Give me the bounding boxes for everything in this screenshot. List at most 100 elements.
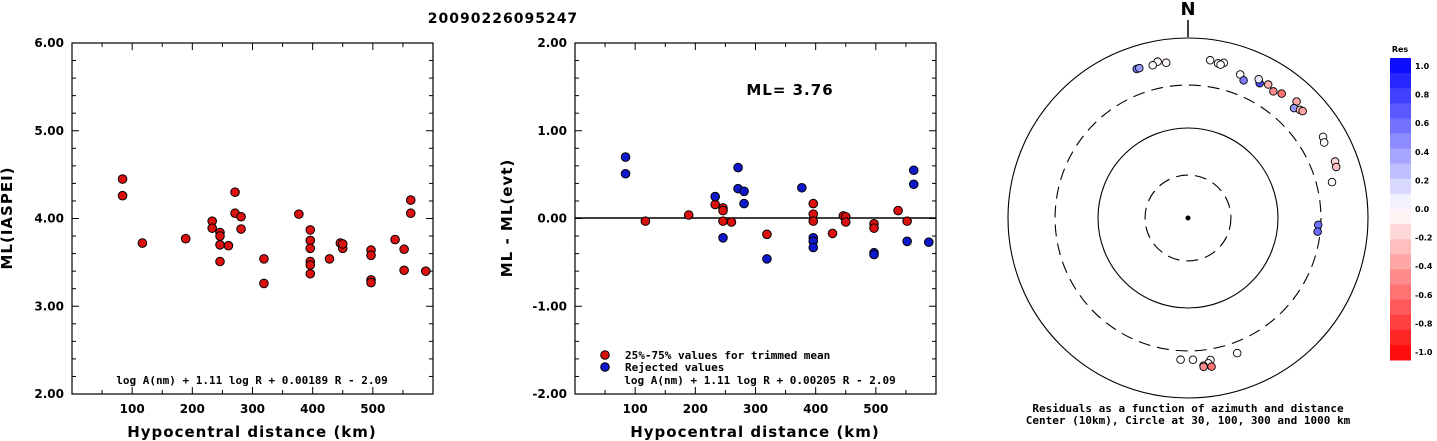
ring-300km <box>1054 84 1322 352</box>
data-point <box>710 191 720 202</box>
data-point <box>337 239 348 249</box>
colorbar-swatch <box>1390 224 1411 240</box>
data-point <box>137 238 148 248</box>
ml-distance-panel: 100 200 300 400 500 2.00 3.00 4.00 5.00 6.00 log… <box>0 36 434 441</box>
colorbar-title: Res <box>1392 45 1409 54</box>
y-tick-label: 2.00 <box>537 36 567 50</box>
y-axis-label: ML - ML(evt) <box>498 159 516 277</box>
data-point <box>305 260 316 270</box>
data-point <box>117 190 128 201</box>
data-point <box>207 223 217 233</box>
colorbar-swatch <box>1390 103 1411 119</box>
x-axis-label: Hypocentral distance (km) <box>127 423 377 441</box>
station-markers <box>1132 56 1341 372</box>
formula-label: log A(nm) + 1.11 log R + 0.00189 R - 2.0… <box>116 374 388 387</box>
station-marker <box>1277 89 1286 98</box>
station-marker <box>1327 177 1337 187</box>
data-point <box>223 240 234 251</box>
x-tick-label: 300 <box>743 402 768 416</box>
legend-label-rejected: Rejected values <box>625 361 724 374</box>
colorbar-tick-label: 0.4 <box>1415 148 1430 157</box>
data-point <box>808 198 819 209</box>
data-point <box>420 266 431 276</box>
data-point <box>683 210 694 220</box>
data-point <box>305 268 316 279</box>
y-tick-label: 6.00 <box>34 36 64 50</box>
colorbar-swatch <box>1390 193 1411 210</box>
data-point <box>908 165 919 176</box>
legend-marker-rejected <box>600 362 610 372</box>
colorbar-swatch <box>1390 344 1411 361</box>
colorbar-tick-label: -0.6 <box>1415 291 1433 300</box>
data-point <box>869 223 879 233</box>
figure-title: 20090226095247 <box>428 11 578 27</box>
data-point <box>305 235 316 246</box>
data-point <box>215 240 225 250</box>
x-tick-label: 400 <box>300 402 325 416</box>
data-point <box>762 254 772 264</box>
data-point <box>366 277 376 288</box>
colorbar-swatch <box>1390 209 1411 225</box>
y-ticks: 2.00 3.00 4.00 5.00 6.00 <box>34 36 433 401</box>
colorbar-swatch <box>1390 148 1411 165</box>
x-ticks: 100 200 300 400 500 <box>604 43 907 416</box>
data-point <box>366 250 376 261</box>
data-point <box>390 234 400 245</box>
colorbar-swatch <box>1390 163 1411 180</box>
colorbar-tick-label: 0.0 <box>1415 205 1430 214</box>
y-tick-label: 0.00 <box>537 212 567 226</box>
station-marker <box>1135 63 1144 73</box>
station-marker <box>1176 355 1185 364</box>
plot-frame <box>71 42 434 395</box>
data-points <box>620 152 934 264</box>
colorbar-tick-label: 0.8 <box>1415 91 1430 100</box>
data-point <box>869 249 879 260</box>
data-point <box>230 187 240 197</box>
data-point <box>923 237 934 247</box>
caption-line-2: Center (10km), Circle at 30, 100, 300 an… <box>1026 414 1351 427</box>
colorbar-swatch <box>1390 133 1411 150</box>
colorbar: 1.0 0.8 0.6 0.4 0.2 0.0 -0.2 -0.4 -0.6 -0.8 -1.0 <box>1390 58 1433 361</box>
azimuth-panel: N Residuals as a function of azimuth and… <box>1007 0 1433 427</box>
data-point <box>305 225 316 235</box>
y-tick-label: 1.00 <box>537 124 567 138</box>
data-point <box>808 242 819 253</box>
colorbar-tick-label: -1.0 <box>1415 348 1433 357</box>
colorbar-swatch <box>1390 299 1411 316</box>
colorbar-swatch <box>1390 314 1411 331</box>
data-point <box>762 229 772 240</box>
y-tick-label: -2.00 <box>532 387 567 401</box>
data-point <box>324 254 335 264</box>
data-point <box>726 217 737 227</box>
colorbar-swatch <box>1390 58 1411 74</box>
station-marker <box>1232 348 1242 358</box>
x-axis-label: Hypocentral distance (km) <box>630 423 880 441</box>
x-tick-label: 500 <box>863 402 888 416</box>
data-point <box>294 209 304 219</box>
y-tick-label: 4.00 <box>34 212 64 226</box>
station-marker <box>1298 106 1307 116</box>
data-point <box>718 205 728 216</box>
colorbar-tick-label: 1.0 <box>1415 62 1430 71</box>
colorbar-swatch <box>1390 178 1411 195</box>
data-point <box>739 186 749 197</box>
ring-1000km <box>1007 37 1369 399</box>
ml-annotation: ML= 3.76 <box>746 81 833 99</box>
data-point <box>405 195 416 205</box>
station-marker <box>1205 56 1215 65</box>
data-point <box>893 205 903 216</box>
data-point <box>718 216 728 226</box>
x-tick-label: 100 <box>120 402 145 416</box>
colorbar-tick-label: -0.8 <box>1415 319 1433 328</box>
data-point <box>259 254 269 264</box>
x-tick-label: 100 <box>623 402 648 416</box>
legend-marker-accepted <box>600 350 610 360</box>
station-marker <box>1161 58 1171 68</box>
station-marker <box>1269 87 1278 96</box>
y-tick-label: 2.00 <box>34 387 64 401</box>
station-marker <box>1263 80 1273 89</box>
data-point <box>180 233 191 244</box>
data-point <box>620 152 631 162</box>
ring-100km <box>1097 127 1279 309</box>
